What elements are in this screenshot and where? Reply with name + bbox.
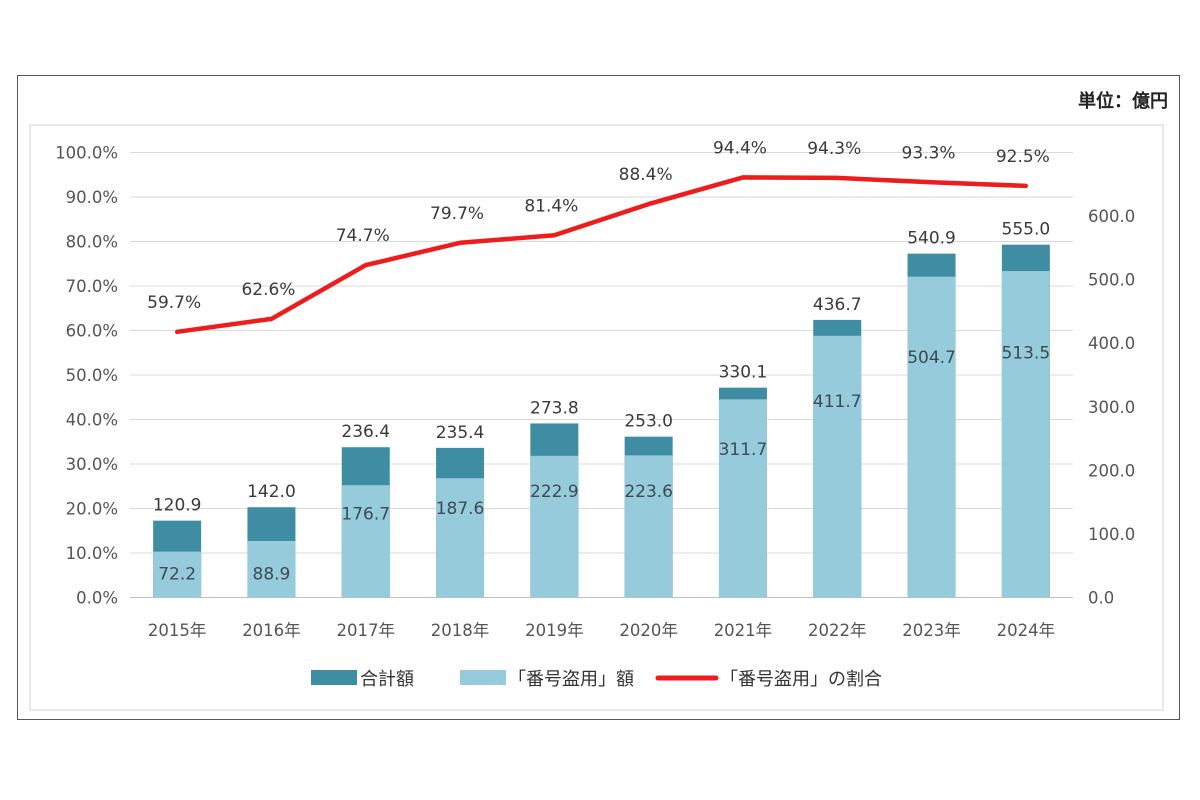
ratio-label: 62.6% bbox=[241, 280, 295, 300]
ratio-label: 93.3% bbox=[902, 143, 956, 163]
left-tick-label: 60.0% bbox=[66, 322, 118, 341]
total-label: 330.1 bbox=[719, 363, 768, 383]
left-axis: 0.0% 10.0% 20.0% 30.0% 40.0% 50.0% 60.0% 70.0% 8… bbox=[55, 144, 118, 608]
legend: 合計額 「番号盗用」額 「番号盗用」の割合 bbox=[311, 669, 882, 690]
ratio-label: 92.5% bbox=[996, 147, 1050, 167]
x-tick-label: 2016年 bbox=[242, 621, 301, 640]
stolen-label: 504.7 bbox=[907, 348, 956, 368]
legend-stolen-label: 「番号盗用」額 bbox=[508, 669, 634, 690]
bars bbox=[153, 244, 1050, 598]
ratio-label: 94.4% bbox=[713, 138, 767, 158]
ratio-polyline bbox=[174, 175, 1029, 335]
stolen-bar bbox=[436, 478, 485, 598]
stolen-label: 176.7 bbox=[341, 504, 390, 524]
stolen-bar bbox=[718, 399, 767, 598]
x-tick-label: 2015年 bbox=[148, 621, 207, 640]
ratio-label: 88.4% bbox=[619, 165, 673, 185]
plot-area-border bbox=[29, 124, 1164, 711]
stolen-label: 223.6 bbox=[624, 482, 673, 502]
right-tick-label: 100.0 bbox=[1088, 525, 1135, 544]
x-tick-label: 2020年 bbox=[619, 621, 678, 640]
x-tick-label: 2019年 bbox=[525, 621, 584, 640]
stolen-label: 187.6 bbox=[436, 499, 485, 519]
legend-ratio-label: 「番号盗用」の割合 bbox=[720, 669, 882, 690]
stolen-bar bbox=[813, 335, 862, 598]
ratio-label: 94.3% bbox=[807, 139, 861, 159]
right-tick-label: 200.0 bbox=[1088, 461, 1135, 480]
stolen-label: 411.7 bbox=[813, 392, 862, 412]
total-label: 235.4 bbox=[436, 423, 485, 443]
right-tick-label: 400.0 bbox=[1088, 334, 1135, 353]
ratio-line bbox=[174, 175, 1029, 335]
total-label: 253.0 bbox=[624, 412, 673, 432]
right-tick-label: 0.0 bbox=[1088, 589, 1114, 608]
stolen-bar bbox=[530, 455, 579, 598]
ratio-label: 79.7% bbox=[430, 204, 484, 224]
total-label: 142.0 bbox=[247, 482, 296, 502]
right-tick-label: 600.0 bbox=[1088, 207, 1135, 226]
total-label: 555.0 bbox=[1002, 220, 1051, 240]
left-tick-label: 40.0% bbox=[66, 411, 118, 430]
stolen-bar bbox=[1001, 271, 1050, 598]
right-tick-label: 500.0 bbox=[1088, 271, 1135, 290]
x-tick-label: 2023年 bbox=[902, 621, 961, 640]
total-label: 273.8 bbox=[530, 398, 579, 418]
total-label: 120.9 bbox=[153, 496, 202, 516]
x-tick-label: 2018年 bbox=[431, 621, 490, 640]
legend-total-swatch bbox=[311, 670, 357, 685]
x-axis: 2015年 2016年 2017年 2018年 2019年 2020年 2021年 2022年… bbox=[148, 621, 1055, 640]
ratio-label: 59.7% bbox=[147, 293, 201, 313]
x-tick-label: 2021年 bbox=[714, 621, 773, 640]
total-label: 236.4 bbox=[341, 422, 390, 442]
stolen-bar bbox=[341, 485, 390, 598]
right-axis: 0.0 100.0 200.0 300.0 400.0 500.0 600.0 bbox=[1088, 207, 1135, 607]
left-tick-label: 90.0% bbox=[66, 188, 118, 207]
left-tick-label: 10.0% bbox=[66, 544, 118, 563]
x-tick-label: 2024年 bbox=[997, 621, 1056, 640]
left-tick-label: 100.0% bbox=[55, 144, 118, 163]
stolen-bar bbox=[907, 276, 956, 598]
left-tick-label: 0.0% bbox=[76, 589, 118, 608]
left-tick-label: 50.0% bbox=[66, 366, 118, 385]
total-label: 436.7 bbox=[813, 295, 862, 315]
stolen-label: 513.5 bbox=[1002, 344, 1051, 364]
x-tick-label: 2022年 bbox=[808, 621, 867, 640]
left-tick-label: 70.0% bbox=[66, 277, 118, 296]
total-label: 540.9 bbox=[907, 229, 956, 249]
legend-stolen-swatch bbox=[460, 670, 506, 685]
ratio-label: 74.7% bbox=[336, 226, 390, 246]
data-labels: 120.9 72.2 59.7% 142.0 88.9 62.6% 236.4 176.7 74… bbox=[147, 138, 1050, 584]
left-tick-label: 80.0% bbox=[66, 233, 118, 252]
ratio-label: 81.4% bbox=[524, 196, 578, 216]
left-tick-label: 20.0% bbox=[66, 500, 118, 519]
stolen-label: 72.2 bbox=[158, 565, 196, 585]
unit-label: 単位：億円 bbox=[1078, 91, 1168, 112]
stolen-bar bbox=[247, 540, 296, 598]
right-tick-label: 300.0 bbox=[1088, 398, 1135, 417]
stolen-bar bbox=[624, 455, 673, 598]
x-tick-label: 2017年 bbox=[337, 621, 396, 640]
stolen-label: 88.9 bbox=[253, 565, 291, 585]
legend-total-label: 合計額 bbox=[360, 669, 414, 690]
stolen-label: 222.9 bbox=[530, 482, 579, 502]
stolen-label: 311.7 bbox=[719, 440, 768, 460]
left-tick-label: 30.0% bbox=[66, 455, 118, 474]
stolen-bar bbox=[153, 551, 202, 598]
